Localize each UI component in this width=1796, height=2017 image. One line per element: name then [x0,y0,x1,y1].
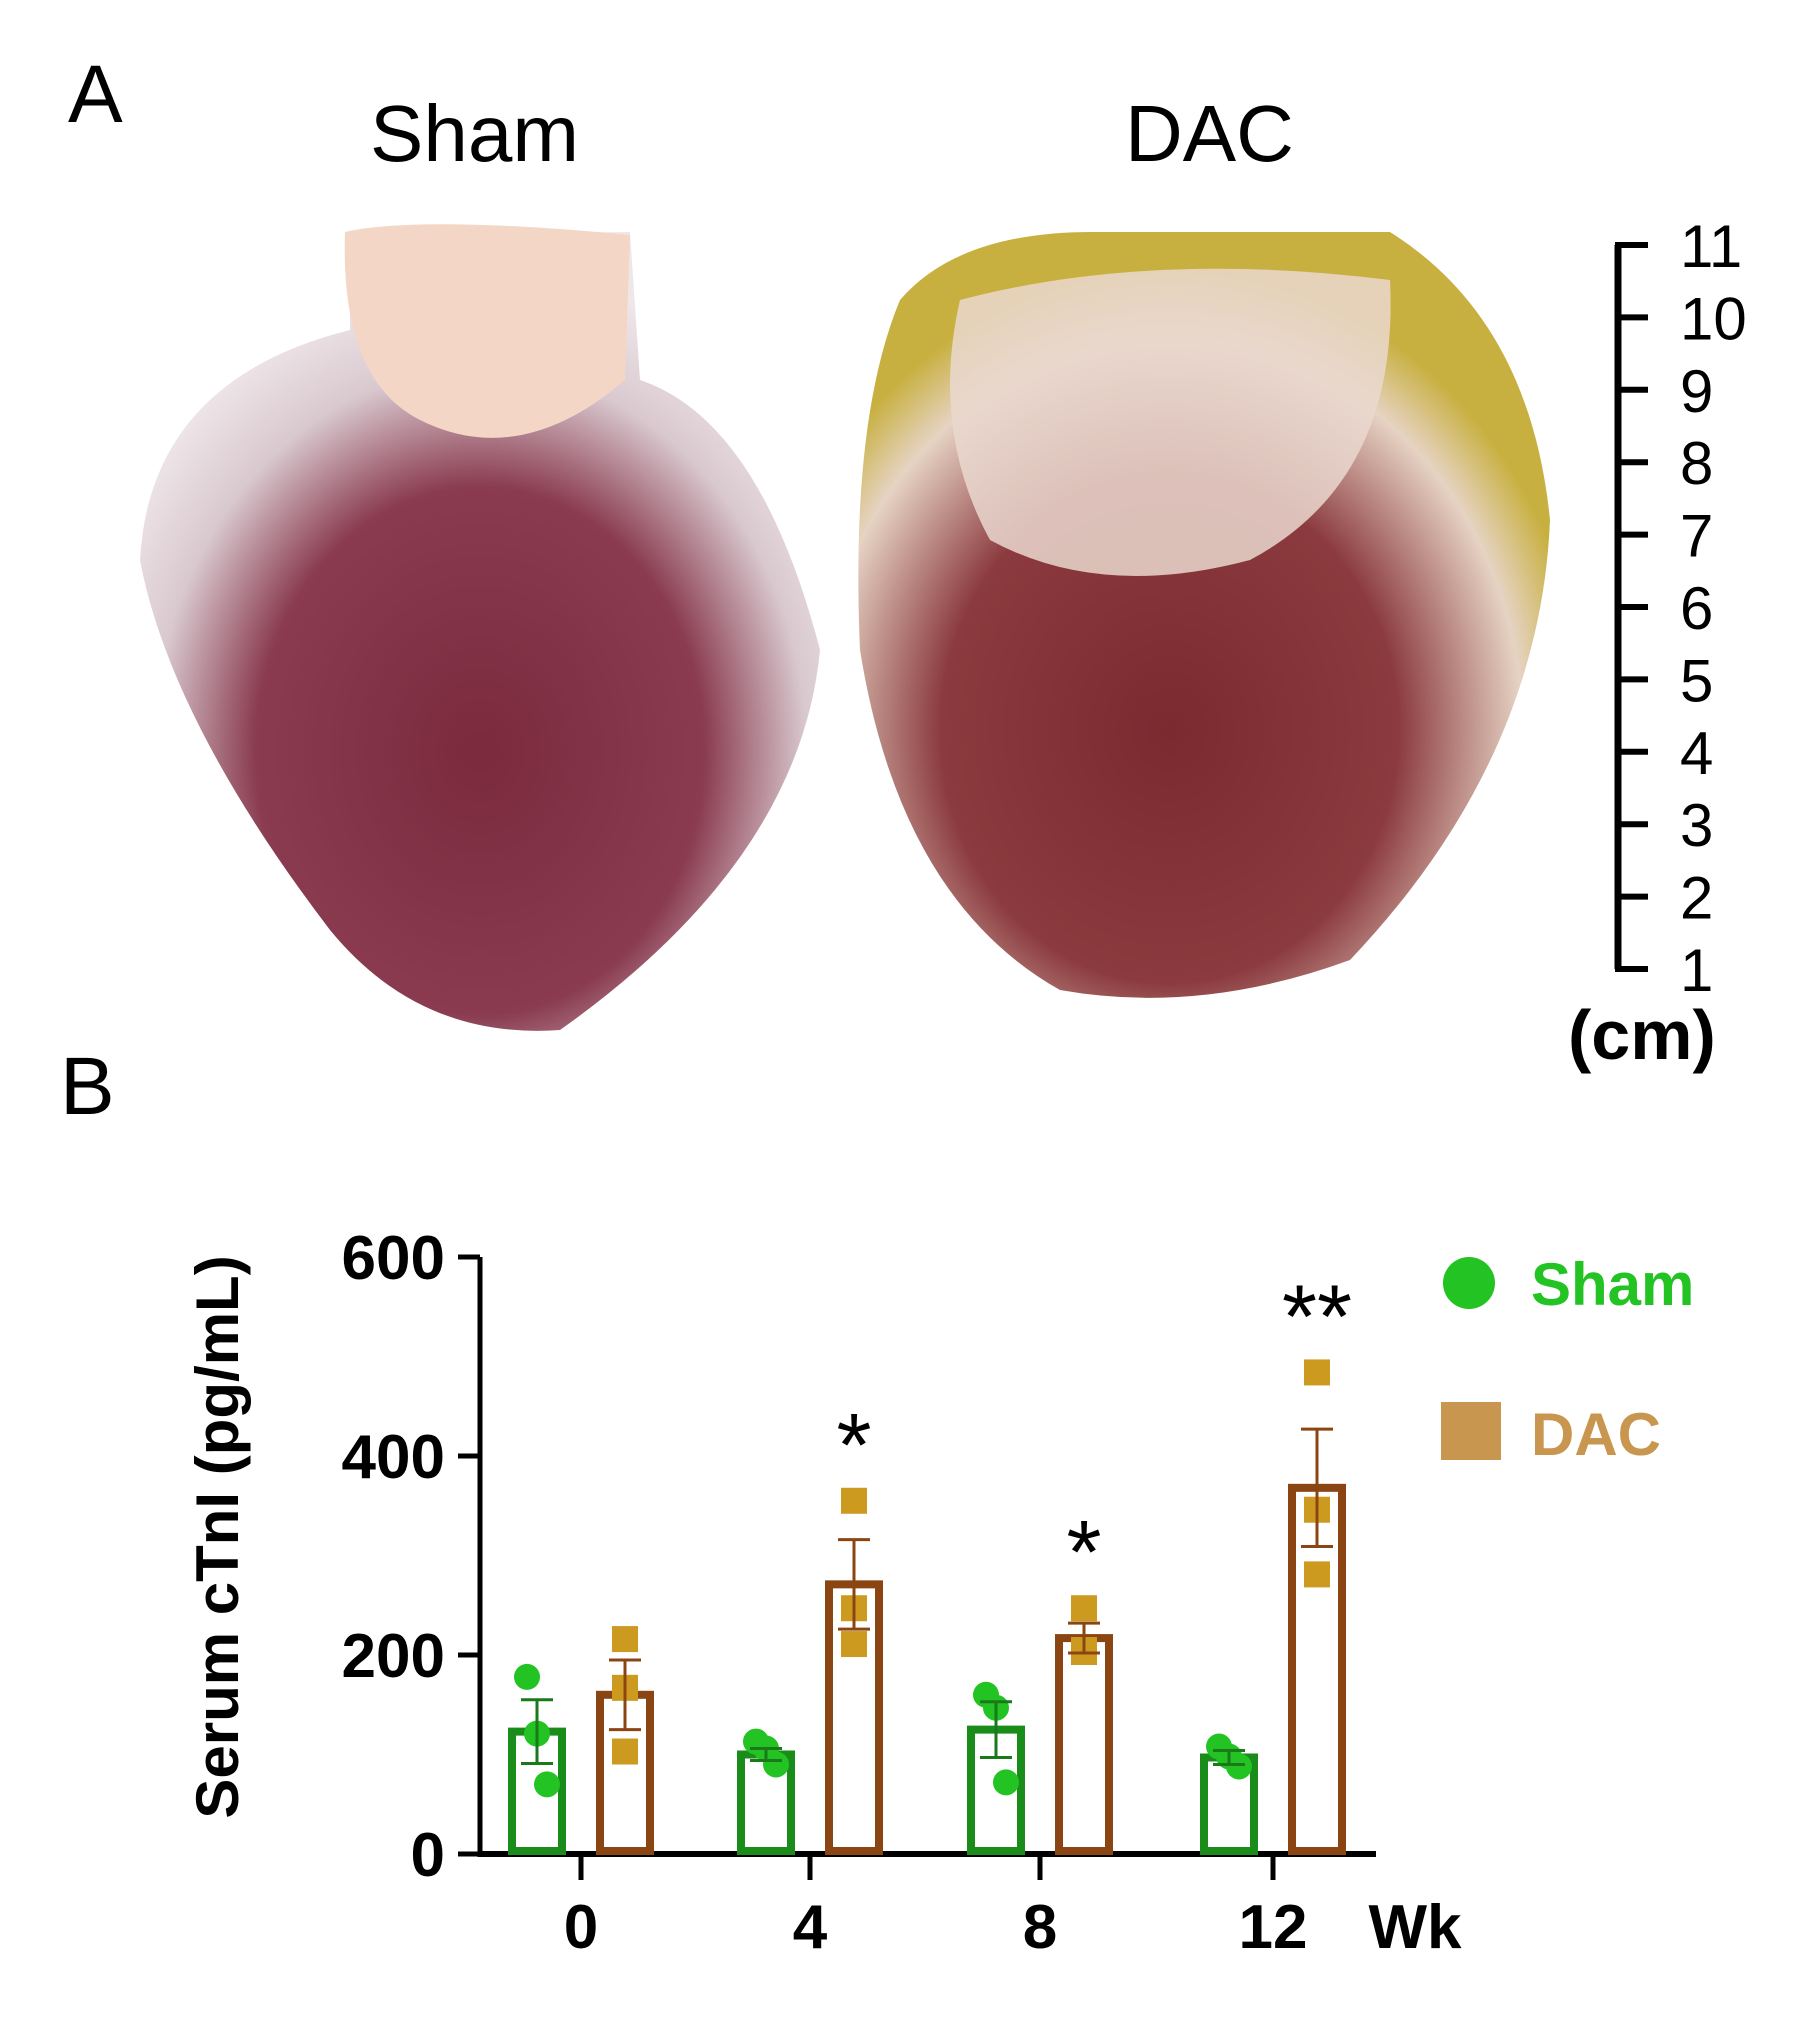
significance-marker: * [836,1396,871,1496]
ruler-tick-label: 9 [1680,358,1713,425]
data-point-sham [743,1728,769,1755]
significance-marker: ** [1282,1267,1352,1367]
data-point-sham [973,1681,999,1708]
data-point-dac [1071,1595,1097,1622]
data-point-sham [524,1720,550,1747]
bar-sham [967,1725,1025,1855]
y-tick-label: 600 [342,1224,445,1293]
legend-dac-icon [1441,1402,1501,1460]
y-tick-label: 200 [342,1622,445,1691]
legend-dac-label: DAC [1531,1401,1661,1468]
ruler-unit-label: (cm) [1568,996,1716,1074]
ruler-tick-label: 11 [1680,213,1742,280]
ruler-tick-label: 8 [1680,430,1713,497]
data-point-dac [612,1626,638,1653]
x-tick-label: 4 [793,1893,828,1962]
data-point-sham [1206,1733,1232,1760]
y-axis-label: Serum cTnI (pg/mL) [184,1255,251,1818]
bar-dac [825,1580,883,1855]
bar-dac [1055,1634,1113,1855]
significance-marker: * [1066,1503,1101,1603]
data-point-dac [1304,1496,1330,1523]
bar-sham [1200,1753,1258,1855]
data-point-sham [534,1771,560,1798]
data-point-dac [1304,1561,1330,1588]
data-point-dac [612,1738,638,1765]
panel-b-label: B [60,1041,115,1132]
data-point-dac [1071,1637,1097,1664]
ruler-tick-label: 3 [1680,792,1713,859]
sham-heart-image [140,224,820,1031]
dac-photo-title: DAC [1125,89,1294,178]
data-point-dac [841,1595,867,1622]
bar-dac [596,1690,654,1856]
y-tick-label: 0 [411,1821,445,1890]
x-tick-label: 12 [1239,1893,1308,1962]
data-point-sham [1216,1743,1242,1770]
ruler-tick-label: 7 [1680,503,1713,570]
sham-photo-title: Sham [370,89,579,178]
data-point-sham [993,1769,1019,1796]
ruler-tick-label: 10 [1680,285,1747,352]
data-point-sham [983,1694,1009,1721]
data-point-sham [514,1663,540,1690]
data-point-dac [1304,1359,1330,1386]
data-point-dac [1071,1639,1097,1666]
panel-a-label: A [68,49,123,140]
data-point-dac [841,1631,867,1658]
ruler-tick-label: 4 [1680,720,1713,787]
legend-sham-icon [1443,1257,1495,1309]
data-point-sham [763,1751,789,1778]
bar-sham [508,1727,566,1855]
ruler-tick-label: 2 [1680,865,1713,932]
bar-sham [737,1750,795,1855]
ruler-tick-label: 1 [1680,937,1713,1004]
y-tick-label: 400 [342,1423,445,1492]
bar-dac [1288,1483,1346,1855]
ruler-tick-label: 5 [1680,647,1713,714]
legend-sham-label: Sham [1531,1251,1694,1318]
data-point-dac [841,1487,867,1514]
data-point-sham [1226,1753,1252,1780]
x-axis-label: Wk [1369,1893,1463,1962]
x-tick-label: 0 [564,1893,598,1962]
data-point-sham [753,1735,779,1762]
ruler-tick-label: 6 [1680,575,1713,642]
data-point-dac [612,1674,638,1701]
x-tick-label: 8 [1023,1893,1057,1962]
dac-heart-image [858,231,1550,998]
